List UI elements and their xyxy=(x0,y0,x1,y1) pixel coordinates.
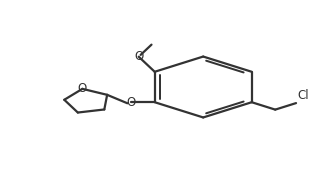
Text: O: O xyxy=(134,50,143,63)
Text: Cl: Cl xyxy=(298,89,309,102)
Text: O: O xyxy=(78,82,87,95)
Text: O: O xyxy=(126,96,135,109)
